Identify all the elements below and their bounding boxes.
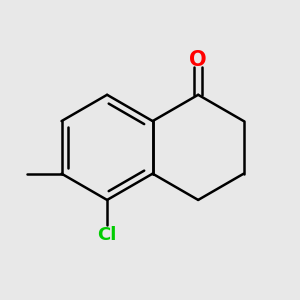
Text: Cl: Cl <box>98 226 117 244</box>
Text: O: O <box>189 50 207 70</box>
